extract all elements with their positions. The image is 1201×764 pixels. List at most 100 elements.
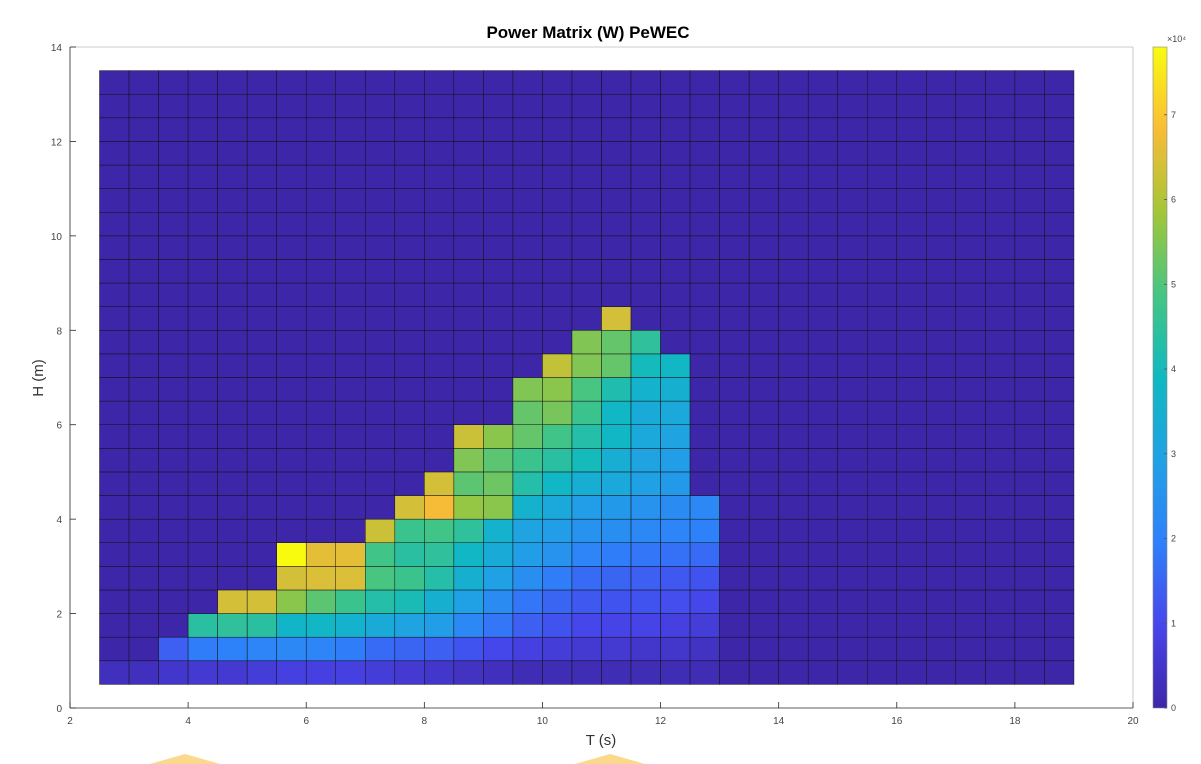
heatmap-cell xyxy=(955,259,986,284)
heatmap-cell xyxy=(128,660,159,685)
heatmap-cell xyxy=(158,424,189,449)
heatmap-cell xyxy=(985,259,1016,284)
heatmap-cell xyxy=(837,660,868,685)
heatmap-cell xyxy=(335,613,366,638)
heatmap-cell xyxy=(246,471,277,496)
heatmap-cell xyxy=(985,330,1016,355)
heatmap-cell xyxy=(837,330,868,355)
heatmap-cell xyxy=(483,518,514,544)
heatmap-cell xyxy=(1014,424,1045,449)
heatmap-cell xyxy=(246,400,277,425)
heatmap-cell xyxy=(1044,660,1075,685)
heatmap-cell xyxy=(365,636,396,662)
heatmap-cell xyxy=(601,212,632,237)
heatmap-cell xyxy=(217,518,248,544)
heatmap-cell xyxy=(246,117,277,142)
heatmap-cell xyxy=(305,495,337,520)
heatmap-cell xyxy=(453,353,484,378)
heatmap-cell xyxy=(99,613,130,638)
heatmap-cell xyxy=(394,330,425,355)
heatmap-cell xyxy=(630,636,661,662)
heatmap-cell xyxy=(1014,400,1045,425)
heatmap-cell xyxy=(512,330,543,355)
heatmap-cell xyxy=(128,636,159,662)
heatmap-cell xyxy=(453,542,484,567)
y-tick-label: 4 xyxy=(56,515,62,526)
heatmap-cell xyxy=(453,93,484,119)
heatmap-cell xyxy=(601,566,632,591)
heatmap-cell xyxy=(601,448,632,473)
heatmap-cell xyxy=(394,636,425,662)
heatmap-cell xyxy=(217,400,248,425)
heatmap-cell xyxy=(926,636,957,662)
heatmap-cell xyxy=(955,566,986,591)
heatmap-cell xyxy=(158,188,189,213)
heatmap-cell xyxy=(128,330,159,355)
heatmap-cell xyxy=(512,188,543,213)
heatmap-cell xyxy=(217,353,248,378)
heatmap-cell xyxy=(335,70,366,95)
heatmap-cell xyxy=(630,164,661,189)
heatmap-cell xyxy=(689,636,720,662)
heatmap-cell xyxy=(424,117,455,142)
heatmap-cell xyxy=(246,235,277,260)
heatmap-cell xyxy=(985,660,1016,685)
heatmap-cell xyxy=(896,636,927,662)
heatmap-cell xyxy=(276,400,307,425)
heatmap-cell xyxy=(778,235,809,260)
heatmap-cell xyxy=(335,188,366,213)
heatmap-cell xyxy=(99,235,130,260)
heatmap-cell xyxy=(335,141,366,166)
heatmap-cell xyxy=(689,660,720,685)
heatmap-cell xyxy=(246,282,277,307)
heatmap-cell xyxy=(424,448,455,473)
heatmap-cell xyxy=(424,330,455,355)
heatmap-cell xyxy=(365,330,396,355)
heatmap-cell xyxy=(512,518,543,544)
heatmap-cell xyxy=(778,495,809,520)
heatmap-cell xyxy=(512,448,543,473)
heatmap-cell xyxy=(1044,471,1075,496)
heatmap-cell xyxy=(1014,448,1045,473)
heatmap-cell xyxy=(689,70,720,95)
heatmap-cell xyxy=(276,660,307,685)
colorbar-tick-label: 6 xyxy=(1171,195,1176,205)
heatmap-cell xyxy=(985,377,1016,402)
heatmap-cell xyxy=(365,660,396,685)
y-tick-label: 10 xyxy=(51,232,63,243)
heatmap-cell xyxy=(719,235,750,260)
colorbar-tick-label: 4 xyxy=(1171,364,1176,374)
heatmap-cell xyxy=(630,613,661,638)
heatmap-cell xyxy=(246,660,277,685)
heatmap-cell xyxy=(778,566,809,591)
heatmap-cell xyxy=(542,589,573,614)
heatmap-cell xyxy=(719,518,750,544)
heatmap-cell xyxy=(217,259,248,284)
heatmap-cell xyxy=(778,471,809,496)
heatmap-cell xyxy=(512,141,543,166)
heatmap-cell xyxy=(217,93,248,119)
heatmap-cell xyxy=(187,566,218,591)
heatmap-cell xyxy=(867,566,898,591)
heatmap-cell xyxy=(571,495,602,520)
y-axis-label: H (m) xyxy=(30,359,47,397)
heatmap-cell xyxy=(453,448,484,473)
heatmap-cell xyxy=(630,660,661,685)
heatmap-cell xyxy=(512,471,543,496)
heatmap-cell xyxy=(601,282,632,307)
heatmap-cell xyxy=(276,448,307,473)
heatmap-cell xyxy=(719,70,750,95)
heatmap-cell xyxy=(719,212,750,237)
heatmap-cell xyxy=(896,282,927,307)
heatmap-cell xyxy=(630,93,661,119)
heatmap-cell xyxy=(955,282,986,307)
heatmap-cell xyxy=(335,212,366,237)
heatmap-cell xyxy=(217,188,248,213)
heatmap-cell xyxy=(246,353,277,378)
heatmap-cell xyxy=(305,566,337,591)
x-tick-label: 2 xyxy=(67,716,73,727)
heatmap-cell xyxy=(365,235,396,260)
heatmap-cell xyxy=(748,70,779,95)
heatmap-cell xyxy=(158,471,189,496)
heatmap-cell xyxy=(837,70,868,95)
